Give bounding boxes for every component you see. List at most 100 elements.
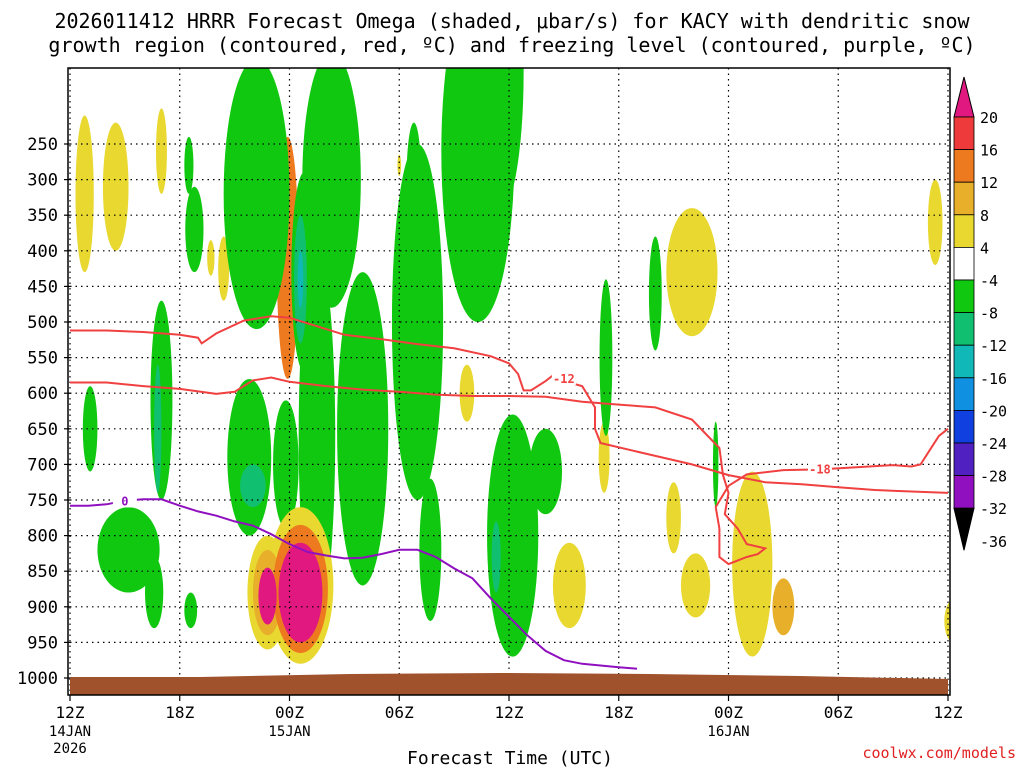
omega-area-4 xyxy=(218,236,230,301)
y-tick-label-5: 500 xyxy=(27,313,58,333)
omega-area-39 xyxy=(599,279,613,436)
x-axis-label: Forecast Time (UTC) xyxy=(407,748,613,768)
y-tick-label-3: 400 xyxy=(27,242,58,262)
omega-area-3 xyxy=(207,240,215,276)
colorbar-label-3: 8 xyxy=(980,207,989,225)
y-tick-label-13: 900 xyxy=(27,598,58,618)
omega-area-10 xyxy=(927,179,943,266)
x-tick-label-0: 12Z xyxy=(56,703,85,722)
colorbar-label-0: 20 xyxy=(980,109,998,127)
omega-area-23 xyxy=(185,186,204,273)
colorbar-label-6: -8 xyxy=(980,305,998,323)
colorbar-label-1: 16 xyxy=(980,142,998,160)
y-tick-label-11: 800 xyxy=(27,527,58,547)
omega-area-43 xyxy=(240,464,266,508)
colorbar-bin-9 xyxy=(953,377,975,411)
contour-label-bg-dgz-upper xyxy=(551,370,576,385)
omega-area-19 xyxy=(97,507,160,593)
x-tick-label-1: 18Z xyxy=(165,703,194,722)
y-tick-label-10: 750 xyxy=(27,491,58,511)
contour-label-dgz-lower: -18 xyxy=(809,462,831,476)
x-tick-label-8: 12Z xyxy=(934,703,963,722)
colorbar-bin-6 xyxy=(953,279,975,313)
omega-area-16 xyxy=(598,421,610,493)
colorbar-bin-2 xyxy=(953,149,975,183)
omega-area-7 xyxy=(397,154,402,177)
omega-area-9 xyxy=(666,208,718,337)
colorbar-bin-3 xyxy=(953,181,975,216)
x-tick-label-7: 06Z xyxy=(824,703,853,722)
x-tick-label-5: 18Z xyxy=(604,703,633,722)
x-tick-year-0: 2026 xyxy=(53,741,87,757)
y-tick-label-4: 450 xyxy=(27,277,58,297)
omega-area-22 xyxy=(184,136,194,194)
contour-dgz-upper xyxy=(70,315,949,494)
omega-area-17 xyxy=(680,553,711,618)
omega-area-26 xyxy=(227,378,272,536)
credit-text: coolwx.com/models xyxy=(862,744,1016,762)
omega-area-25 xyxy=(223,68,290,330)
x-tick-label-3: 06Z xyxy=(385,703,414,722)
x-tick-date-6: 16JAN xyxy=(707,724,749,740)
colorbar-bottom-arrow xyxy=(953,507,975,551)
colorbar-label-4: 4 xyxy=(980,239,989,257)
y-tick-label-8: 650 xyxy=(27,420,58,440)
contours: -12 -18 0 xyxy=(70,315,949,670)
y-tick-label-14: 950 xyxy=(27,633,58,653)
y-tick-label-1: 300 xyxy=(27,171,58,191)
y-tick-label-6: 550 xyxy=(27,349,58,369)
omega-area-51 xyxy=(258,567,277,625)
x-tick-date-0: 14JAN xyxy=(49,724,91,740)
contour-freezing-level xyxy=(70,498,638,670)
omega-area-18 xyxy=(82,386,98,472)
colorbar-bin-8 xyxy=(953,344,975,379)
omega-area-14 xyxy=(666,482,681,554)
omega-area-46 xyxy=(297,250,304,308)
colorbar-top-arrow xyxy=(953,76,975,118)
y-tick-label-7: 600 xyxy=(27,384,58,404)
omega-area-24 xyxy=(184,592,198,629)
omega-area-0 xyxy=(75,115,94,273)
colorbar-label-10: -24 xyxy=(980,435,1007,453)
colorbar-bin-12 xyxy=(953,475,975,509)
colorbar-label-8: -16 xyxy=(980,370,1007,388)
y-tick-label-15: 1000 xyxy=(17,669,58,689)
y-tick-label-0: 250 xyxy=(27,135,58,155)
terrain-band xyxy=(70,673,948,695)
omega-area-15 xyxy=(552,542,586,629)
colorbar-bin-4 xyxy=(953,214,975,248)
y-tick-label-12: 850 xyxy=(27,562,58,582)
contour-label-bg-freezing-level xyxy=(112,493,137,508)
omega-area-29 xyxy=(302,68,361,308)
omega-area-21 xyxy=(150,300,173,500)
x-tick-date-2: 15JAN xyxy=(268,724,310,740)
contour-label-dgz-upper: -12 xyxy=(553,372,575,386)
x-tick-label-4: 12Z xyxy=(495,703,524,722)
omega-area-45 xyxy=(491,521,501,593)
omega-area-33 xyxy=(406,122,422,237)
x-tick-label-2: 00Z xyxy=(275,703,304,722)
chart-title-line1: 2026011412 HRRR Forecast Omega (shaded, … xyxy=(54,9,970,33)
contour-label-bg-dgz-lower xyxy=(807,461,832,476)
colorbar-bin-11 xyxy=(953,442,975,476)
y-tick-label-2: 350 xyxy=(27,206,58,226)
y-tick-label-9: 700 xyxy=(27,455,58,475)
colorbar-bin-7 xyxy=(953,312,975,346)
omega-area-34 xyxy=(419,478,442,622)
colorbar-bin-5 xyxy=(953,246,975,281)
axes: 250 300 350 400 450 500 550 600 650 700 750 800 850 9… xyxy=(17,135,963,757)
colorbar-label-9: -20 xyxy=(980,402,1007,420)
colorbar-label-12: -32 xyxy=(980,500,1007,518)
omega-area-42 xyxy=(154,364,162,493)
colorbar-label-13: -36 xyxy=(980,533,1007,551)
colorbar-label-2: 12 xyxy=(980,174,998,192)
colorbar-bin-1 xyxy=(953,116,975,150)
omega-area-38 xyxy=(529,428,563,515)
omega-area-13 xyxy=(772,578,795,636)
colorbar-label-11: -28 xyxy=(980,468,1007,486)
colorbar: 20 16 12 8 4 -4 -8 -12 -16 -20 -24 -28 -32 -36 xyxy=(953,76,1007,551)
omega-area-37 xyxy=(487,414,539,657)
omega-area-20 xyxy=(144,556,164,629)
omega-area-40 xyxy=(648,236,662,351)
